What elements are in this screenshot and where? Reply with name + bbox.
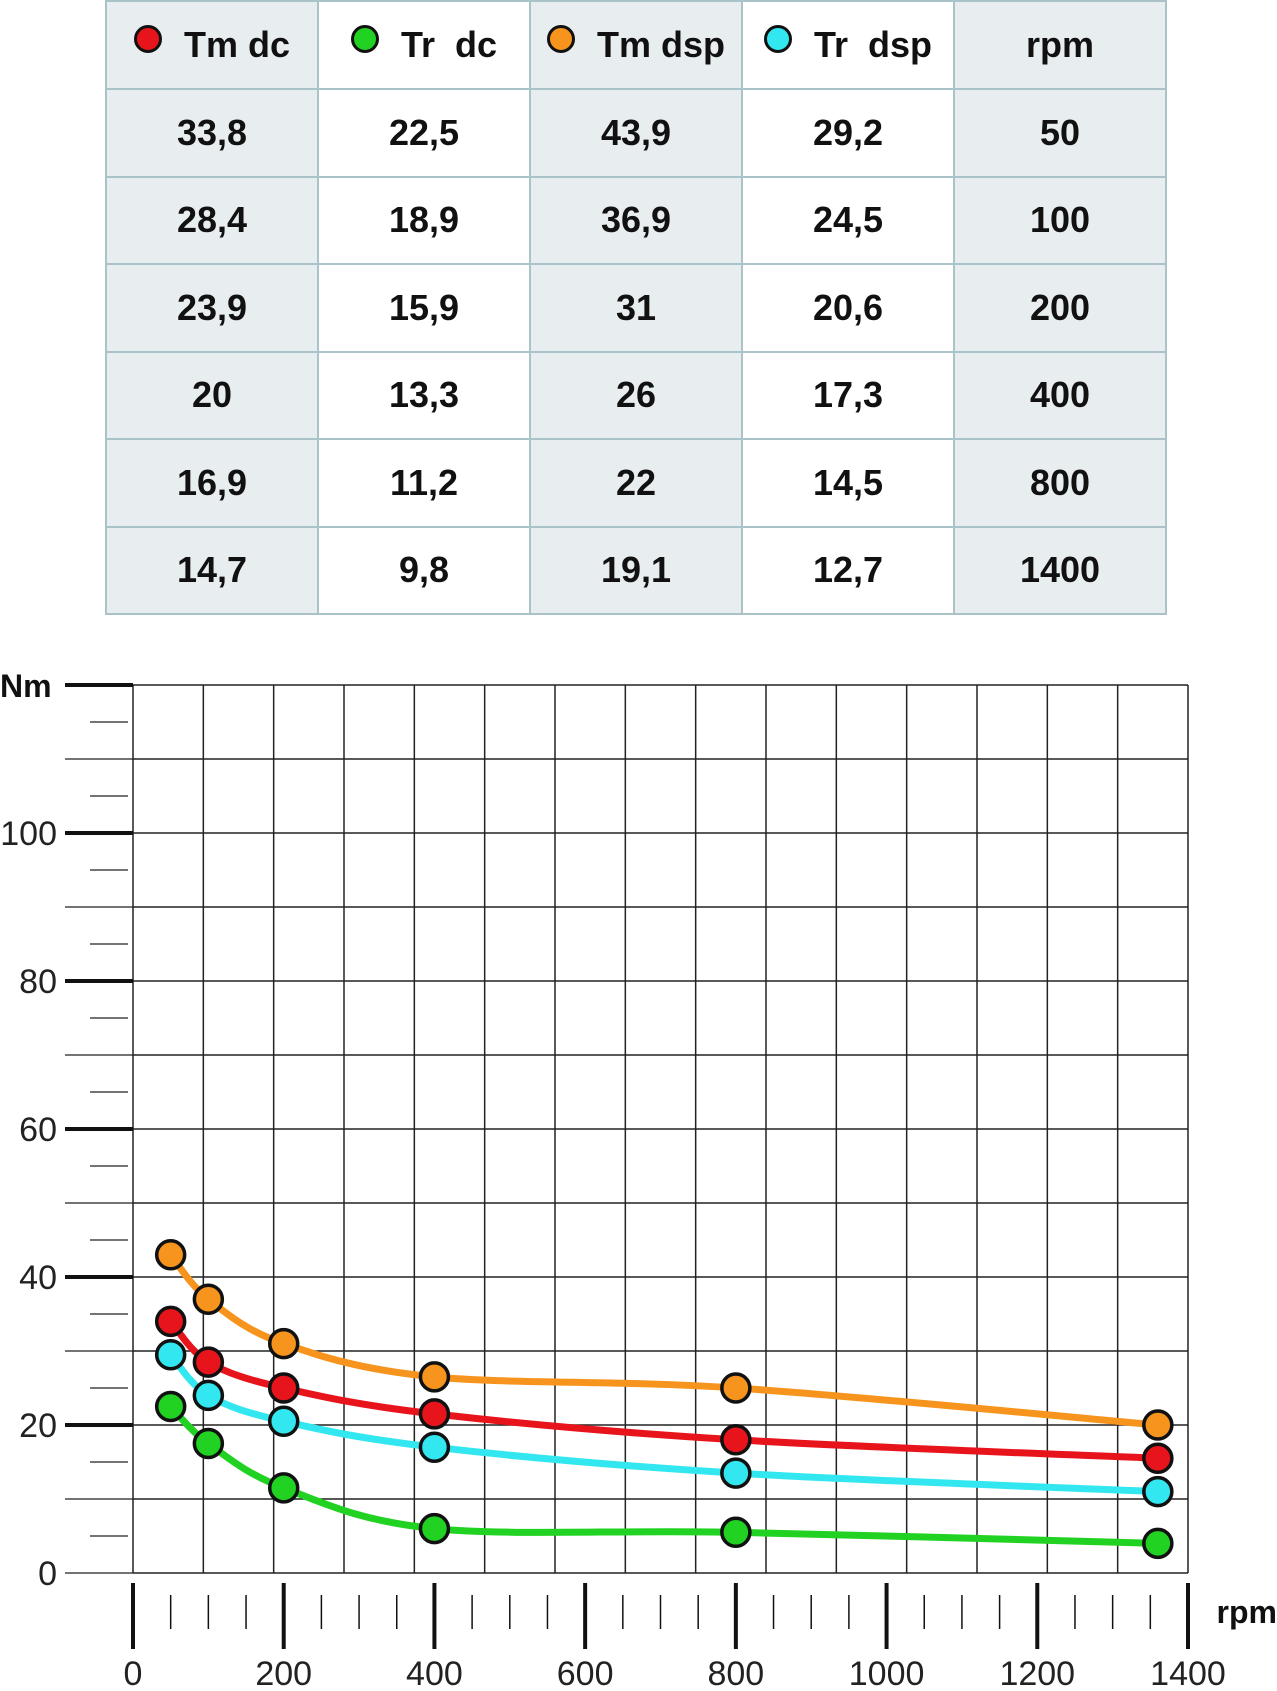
table-cell: 13,3 bbox=[317, 350, 531, 440]
legend-dot-icon bbox=[546, 25, 575, 54]
table-header-label: Tr dc bbox=[400, 24, 498, 65]
table-cell: 20 bbox=[105, 350, 319, 440]
table-cell: 1400 bbox=[953, 525, 1167, 615]
table-cell: 23,9 bbox=[105, 263, 319, 353]
table-header-row: Tm dc Tr dc Tm dsp Tr dsp rpm bbox=[105, 0, 1167, 90]
data-point-tr-dc bbox=[154, 1390, 187, 1423]
x-tick-label: 600 bbox=[557, 1655, 614, 1691]
table-header-label: Tr dsp bbox=[813, 24, 933, 65]
table-header-0: Tm dc bbox=[105, 0, 319, 90]
table-cell: 50 bbox=[953, 88, 1167, 178]
data-point-tr-dc bbox=[267, 1472, 300, 1504]
data-point-tm-dc bbox=[720, 1424, 752, 1456]
data-point-tr-dsp bbox=[267, 1405, 300, 1438]
table-header-3: Tr dsp bbox=[741, 0, 955, 90]
table-row: 16,9 11,2 22 14,5 800 bbox=[105, 438, 1167, 528]
x-axis-label: rpm bbox=[1217, 1594, 1277, 1630]
data-point-tm-dsp bbox=[154, 1239, 187, 1271]
data-point-tr-dc bbox=[418, 1512, 451, 1545]
data-point-tr-dsp bbox=[1142, 1475, 1174, 1508]
data-point-tr-dc bbox=[1142, 1527, 1174, 1560]
table-cell: 26 bbox=[529, 350, 743, 440]
data-table: Tm dc Tr dc Tm dsp Tr dsp rpm 33,8 22,5 43,9 29… bbox=[105, 0, 1167, 615]
table-cell: 43,9 bbox=[529, 88, 743, 178]
data-point-tm-dc bbox=[418, 1398, 451, 1430]
table-cell: 12,7 bbox=[741, 525, 955, 615]
table-row: 20 13,3 26 17,3 400 bbox=[105, 350, 1167, 440]
data-point-tm-dsp bbox=[192, 1283, 225, 1315]
table-header-2: Tm dsp bbox=[529, 0, 743, 90]
table-header-label: rpm bbox=[1025, 24, 1094, 65]
x-tick-label: 1000 bbox=[849, 1655, 925, 1691]
y-tick-label: 60 bbox=[19, 1111, 57, 1149]
table-header-label: Tm dc bbox=[183, 24, 290, 65]
data-point-tm-dc bbox=[1142, 1442, 1174, 1475]
y-tick-label: 40 bbox=[19, 1259, 57, 1297]
y-tick-label: 0 bbox=[38, 1555, 57, 1593]
legend-dot-icon bbox=[763, 25, 792, 54]
table-cell: 100 bbox=[953, 175, 1167, 265]
y-tick-label: 80 bbox=[19, 963, 57, 1001]
legend-dot-icon bbox=[133, 25, 162, 54]
data-point-tm-dc bbox=[154, 1305, 187, 1338]
y-axis-label: Nm bbox=[0, 668, 52, 704]
table-cell: 400 bbox=[953, 350, 1167, 440]
data-point-tr-dsp bbox=[720, 1457, 752, 1489]
series-line-tm-dc bbox=[167, 1317, 1162, 1462]
data-point-tr-dc bbox=[192, 1427, 225, 1460]
data-point-tr-dc bbox=[720, 1516, 752, 1549]
table-row: 23,9 15,9 31 20,6 200 bbox=[105, 263, 1167, 353]
table-cell: 14,5 bbox=[741, 438, 955, 528]
series-line-tm-dsp bbox=[167, 1251, 1162, 1429]
x-tick-label: 400 bbox=[406, 1655, 463, 1691]
table-cell: 200 bbox=[953, 263, 1167, 353]
table-cell: 29,2 bbox=[741, 88, 955, 178]
data-point-tm-dc bbox=[267, 1372, 300, 1404]
data-point-tm-dsp bbox=[1142, 1409, 1174, 1441]
x-tick-label: 1400 bbox=[1150, 1655, 1226, 1691]
x-tick-label: 1200 bbox=[999, 1655, 1075, 1691]
x-tick-label: 0 bbox=[124, 1655, 143, 1691]
data-point-tm-dsp bbox=[267, 1327, 300, 1360]
data-point-tr-dsp bbox=[418, 1431, 451, 1463]
table-cell: 15,9 bbox=[317, 263, 531, 353]
data-point-tm-dsp bbox=[418, 1361, 451, 1393]
table-cell: 28,4 bbox=[105, 175, 319, 265]
table-cell: 17,3 bbox=[741, 350, 955, 440]
table-cell: 14,7 bbox=[105, 525, 319, 615]
x-tick-label: 800 bbox=[707, 1655, 764, 1691]
y-tick-label: 20 bbox=[19, 1407, 57, 1445]
torque-chart: 0 20 40 60 80 100 Nm 0 200 400 600 800 1000 1200 1400 r… bbox=[0, 668, 1277, 1691]
table-row: 33,8 22,5 43,9 29,2 50 bbox=[105, 88, 1167, 178]
table-header-label: Tm dsp bbox=[596, 24, 725, 65]
table-cell: 18,9 bbox=[317, 175, 531, 265]
y-tick-label: 100 bbox=[0, 815, 57, 853]
data-point-tm-dc bbox=[192, 1346, 225, 1378]
table-row: 14,7 9,8 19,1 12,7 1400 bbox=[105, 525, 1167, 615]
table-cell: 20,6 bbox=[741, 263, 955, 353]
table-cell: 800 bbox=[953, 438, 1167, 528]
table-cell: 22,5 bbox=[317, 88, 531, 178]
table-cell: 16,9 bbox=[105, 438, 319, 528]
table-cell: 24,5 bbox=[741, 175, 955, 265]
series-line-tr-dc bbox=[167, 1403, 1162, 1547]
table-cell: 9,8 bbox=[317, 525, 531, 615]
table-header-4: rpm bbox=[953, 0, 1167, 90]
table-cell: 19,1 bbox=[529, 525, 743, 615]
table-cell: 22 bbox=[529, 438, 743, 528]
data-point-tm-dsp bbox=[720, 1372, 752, 1404]
table-row: 28,4 18,9 36,9 24,5 100 bbox=[105, 175, 1167, 265]
series-line-tr-dsp bbox=[167, 1351, 1162, 1496]
table-header-1: Tr dc bbox=[317, 0, 531, 90]
table-cell: 31 bbox=[529, 263, 743, 353]
table-cell: 36,9 bbox=[529, 175, 743, 265]
legend-dot-icon bbox=[350, 25, 379, 54]
x-tick-label: 200 bbox=[255, 1655, 312, 1691]
data-point-tr-dsp bbox=[192, 1379, 225, 1412]
table-cell: 33,8 bbox=[105, 88, 319, 178]
table-cell: 11,2 bbox=[317, 438, 531, 528]
data-point-tr-dsp bbox=[154, 1338, 187, 1371]
table-body: 33,8 22,5 43,9 29,2 50 28,4 18,9 36,9 24,5 100 23,… bbox=[105, 88, 1167, 615]
